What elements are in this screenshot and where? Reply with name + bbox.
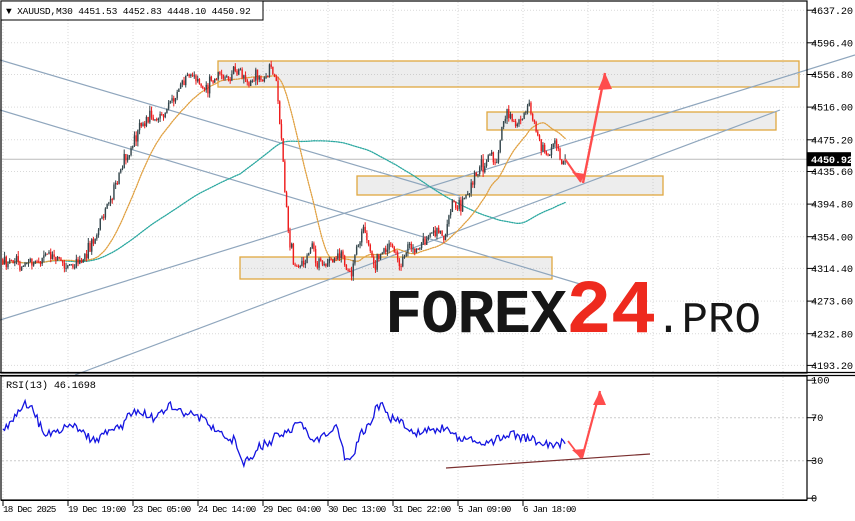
svg-text:4450.92: 4450.92 xyxy=(811,155,853,167)
svg-text:6 Jan 18:00: 6 Jan 18:00 xyxy=(523,504,576,515)
svg-text:4314.40: 4314.40 xyxy=(811,264,853,276)
svg-text:18 Dec 2025: 18 Dec 2025 xyxy=(3,504,56,515)
svg-text:4516.00: 4516.00 xyxy=(811,103,853,115)
svg-text:70: 70 xyxy=(811,413,823,425)
svg-text:19 Dec 19:00: 19 Dec 19:00 xyxy=(68,504,126,515)
svg-text:4273.60: 4273.60 xyxy=(811,297,853,309)
svg-text:RSI(13) 46.1698: RSI(13) 46.1698 xyxy=(6,380,96,392)
svg-text:30: 30 xyxy=(811,456,823,468)
svg-text:0: 0 xyxy=(811,494,817,506)
svg-text:4354.00: 4354.00 xyxy=(811,232,853,244)
svg-text:24 Dec 14:00: 24 Dec 14:00 xyxy=(198,504,256,515)
svg-text:4637.20: 4637.20 xyxy=(811,6,853,18)
svg-text:31 Dec 22:00: 31 Dec 22:00 xyxy=(393,504,451,515)
svg-text:23 Dec 05:00: 23 Dec 05:00 xyxy=(133,504,191,515)
svg-text:100: 100 xyxy=(811,376,830,388)
svg-text:4556.80: 4556.80 xyxy=(811,70,853,82)
svg-text:29 Dec 04:00: 29 Dec 04:00 xyxy=(263,504,321,515)
svg-text:4232.80: 4232.80 xyxy=(811,329,853,341)
svg-text:4193.20: 4193.20 xyxy=(811,361,853,373)
svg-text:4394.80: 4394.80 xyxy=(811,200,853,212)
svg-text:4596.40: 4596.40 xyxy=(811,38,853,50)
svg-text:4435.60: 4435.60 xyxy=(811,167,853,179)
svg-text:30 Dec 13:00: 30 Dec 13:00 xyxy=(328,504,386,515)
svg-text:5 Jan 09:00: 5 Jan 09:00 xyxy=(458,504,511,515)
svg-text:▼ XAUUSD,M30 4451.53 4452.83: ▼ XAUUSD,M30 4451.53 4452.83 4448.10 445… xyxy=(6,6,251,17)
svg-text:4475.20: 4475.20 xyxy=(811,135,853,147)
